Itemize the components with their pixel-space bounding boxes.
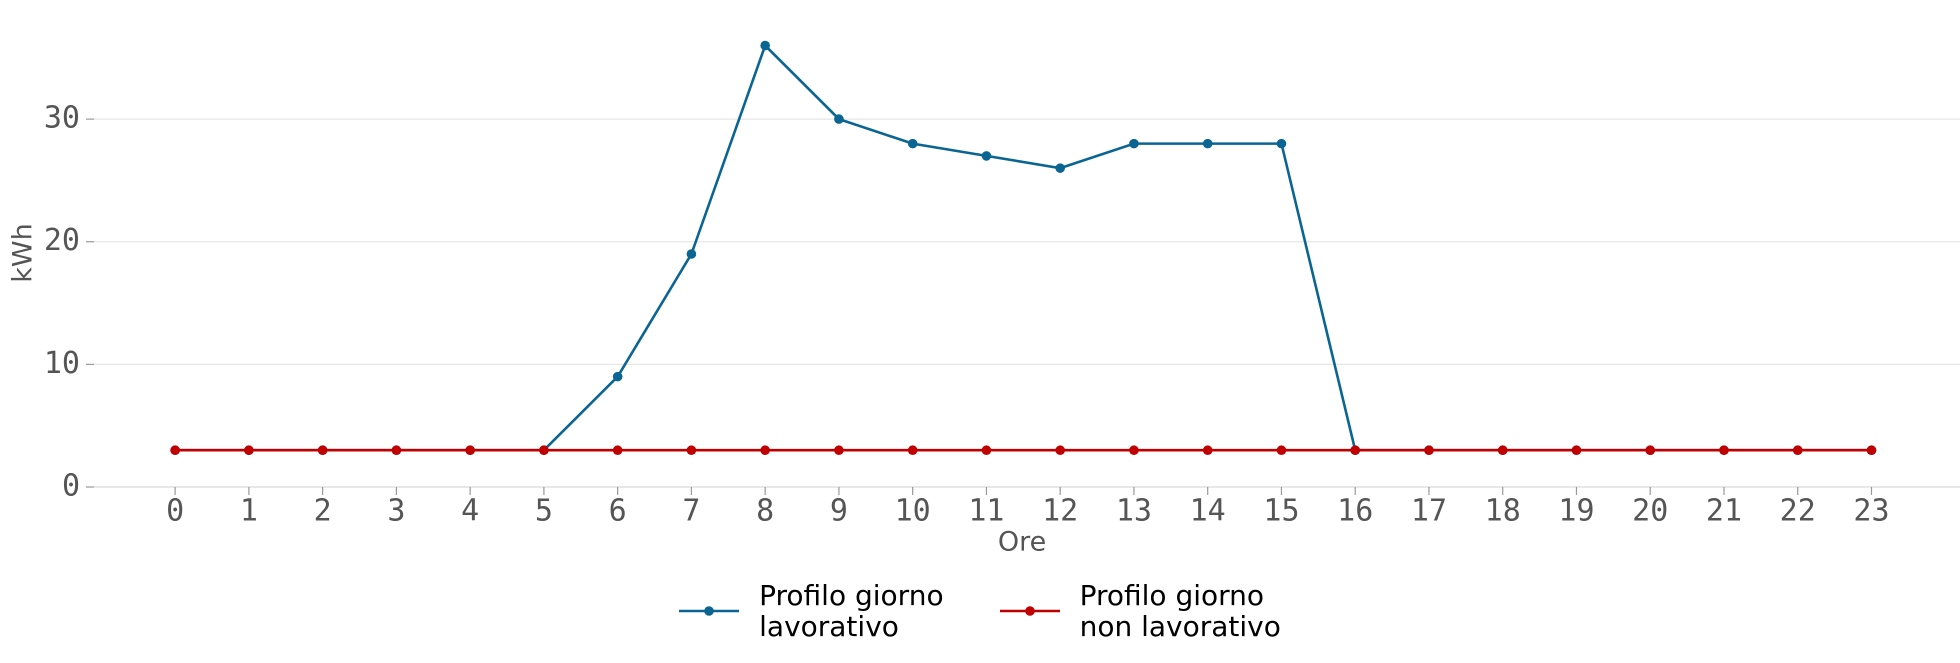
point <box>539 445 549 456</box>
point <box>1424 445 1434 456</box>
x-tick-label: 4 <box>461 494 479 529</box>
point <box>1129 445 1139 456</box>
point <box>1571 445 1582 456</box>
x-tick-label: 0 <box>166 494 184 529</box>
x-tick-label: 15 <box>1263 494 1299 529</box>
point <box>907 138 918 149</box>
point <box>1202 445 1213 456</box>
y-axis-label: kWh <box>8 223 39 282</box>
y-tick-label: 10 <box>44 346 80 381</box>
legend-entry: Profilo giorno non lavorativo <box>999 579 1281 643</box>
point <box>244 445 254 456</box>
point <box>1055 445 1065 456</box>
legend-label: Profilo giorno lavorativo <box>759 579 944 643</box>
point <box>760 445 770 456</box>
x-tick-label: 7 <box>682 494 700 529</box>
legend-label: Profilo giorno non lavorativo <box>1079 579 1281 643</box>
x-tick-label: 2 <box>314 494 332 529</box>
x-tick-label: 17 <box>1411 494 1447 529</box>
legend-swatch <box>679 606 740 616</box>
x-tick-label: 6 <box>609 494 627 529</box>
point <box>170 445 180 456</box>
x-tick-label: 20 <box>1632 494 1668 529</box>
point <box>465 445 475 456</box>
point <box>686 445 697 456</box>
point <box>612 445 623 456</box>
point <box>834 114 844 124</box>
point <box>391 445 402 456</box>
x-tick-label: 23 <box>1853 494 1889 529</box>
x-tick-label: 18 <box>1485 494 1521 529</box>
x-tick-label: 21 <box>1706 494 1742 529</box>
legend-swatch <box>999 606 1060 616</box>
point <box>1719 445 1729 456</box>
point <box>1055 163 1065 173</box>
x-tick-label: 13 <box>1116 494 1152 529</box>
point <box>981 151 992 161</box>
point <box>1129 138 1139 149</box>
y-tick-label: 20 <box>44 223 80 258</box>
point <box>907 445 918 456</box>
x-tick-label: 9 <box>830 494 848 529</box>
y-tick-label: 0 <box>62 469 80 504</box>
x-tick-label: 16 <box>1337 494 1373 529</box>
x-tick-label: 3 <box>387 494 405 529</box>
legend-entry: Profilo giorno lavorativo <box>679 579 944 643</box>
x-tick-label: 10 <box>895 494 931 529</box>
x-tick-label: 19 <box>1558 494 1594 529</box>
x-tick-label: 11 <box>968 494 1004 529</box>
x-tick-label: 8 <box>756 494 774 529</box>
x-tick-label: 14 <box>1190 494 1226 529</box>
y-tick-label: 30 <box>44 101 80 136</box>
point <box>1497 445 1508 456</box>
point <box>981 445 992 456</box>
point <box>834 445 844 456</box>
point <box>1645 445 1656 456</box>
point <box>1350 445 1361 456</box>
point <box>1792 445 1803 456</box>
series-line <box>175 43 1872 452</box>
x-tick-label: 12 <box>1042 494 1078 529</box>
point <box>760 40 770 51</box>
x-tick-label: 22 <box>1780 494 1816 529</box>
point <box>1202 138 1213 149</box>
point <box>1276 445 1287 456</box>
point <box>317 445 328 456</box>
x-tick-label: 5 <box>535 494 553 529</box>
legend: Profilo giorno lavorativo Profilo giorno … <box>0 580 1960 642</box>
point <box>612 371 623 382</box>
point <box>1866 445 1877 456</box>
point <box>686 249 697 259</box>
x-tick-label: 1 <box>240 494 258 529</box>
point <box>1276 138 1287 149</box>
x-axis-label: Ore <box>998 527 1046 558</box>
